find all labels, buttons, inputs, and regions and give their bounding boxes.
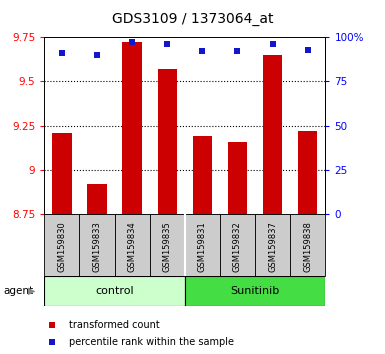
Text: GSM159837: GSM159837 <box>268 221 277 272</box>
Bar <box>185 276 325 306</box>
Bar <box>157 69 177 214</box>
Text: GSM159831: GSM159831 <box>198 221 207 272</box>
Bar <box>52 133 72 214</box>
Bar <box>44 214 79 276</box>
Text: GSM159834: GSM159834 <box>127 221 137 272</box>
Bar <box>220 214 255 276</box>
Bar <box>255 214 290 276</box>
Bar <box>150 214 185 276</box>
Bar <box>185 214 220 276</box>
Bar <box>87 184 107 214</box>
Bar <box>44 276 185 306</box>
Text: GSM159830: GSM159830 <box>57 221 66 272</box>
Text: GSM159832: GSM159832 <box>233 221 242 272</box>
Text: GDS3109 / 1373064_at: GDS3109 / 1373064_at <box>112 12 273 27</box>
Text: percentile rank within the sample: percentile rank within the sample <box>69 337 234 347</box>
Bar <box>298 131 317 214</box>
Text: GSM159835: GSM159835 <box>163 221 172 272</box>
Text: control: control <box>95 286 134 296</box>
Bar <box>290 214 325 276</box>
Bar <box>79 214 115 276</box>
Text: transformed count: transformed count <box>69 320 160 330</box>
Bar <box>122 42 142 214</box>
Bar <box>228 142 247 214</box>
Bar <box>115 214 150 276</box>
Text: GSM159838: GSM159838 <box>303 221 312 272</box>
Text: ▶: ▶ <box>28 286 35 296</box>
Bar <box>263 55 282 214</box>
Text: Sunitinib: Sunitinib <box>231 286 280 296</box>
Text: agent: agent <box>4 286 34 296</box>
Text: GSM159833: GSM159833 <box>92 221 102 272</box>
Bar <box>193 136 212 214</box>
